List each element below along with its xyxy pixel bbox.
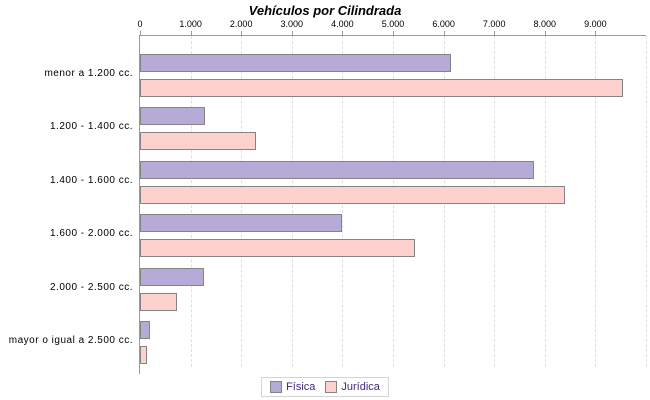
bar-juridica	[140, 293, 177, 311]
x-axis-tick-label: 9.000	[584, 19, 607, 29]
category-label: 1.200 - 1.400 cc.	[50, 121, 133, 132]
legend-box: Física Jurídica	[261, 377, 389, 397]
category-label: mayor o igual a 2.500 cc.	[8, 335, 133, 346]
bar-juridica	[140, 79, 623, 97]
bar-fisica	[140, 321, 150, 339]
x-axis-tick-label: 7.000	[482, 19, 506, 29]
gridline	[646, 36, 647, 367]
bar-juridica	[140, 239, 415, 257]
bar-fisica	[140, 268, 204, 286]
x-axis-tick-label: 3.000	[280, 19, 304, 29]
category-label: menor a 1.200 cc.	[44, 68, 133, 79]
legend-item-juridica: Jurídica	[325, 381, 380, 393]
category-label: 1.400 - 1.600 cc.	[50, 175, 133, 186]
plot-area: 0 1.000 2.000 3.000 4.000 5.000 6.000 7.000 8.00…	[137, 19, 647, 374]
x-axis-tick	[241, 31, 243, 36]
x-axis-tick	[342, 31, 344, 36]
bar-fisica	[140, 54, 451, 72]
x-axis-tick-label: 8.000	[533, 19, 557, 29]
bar-juridica	[140, 186, 565, 204]
legend-swatch-icon	[270, 381, 283, 393]
category-label: 1.600 - 2.000 cc.	[50, 228, 133, 239]
legend-item-fisica: Física	[270, 381, 315, 393]
x-axis-tick	[494, 31, 496, 36]
x-axis-tick-label: 6.000	[432, 19, 455, 29]
x-axis-tick	[595, 31, 597, 36]
legend: Física Jurídica	[0, 377, 650, 397]
x-axis-tick-label: 0	[137, 19, 143, 29]
x-axis-tick-label: 5.000	[381, 19, 405, 29]
legend-label: Jurídica	[341, 381, 380, 393]
x-axis-tick	[443, 31, 445, 36]
x-axis-tick	[393, 31, 394, 36]
x-axis-tick	[140, 31, 141, 36]
x-axis-tick	[190, 31, 192, 36]
x-axis-tick	[544, 31, 546, 36]
gridline	[595, 36, 597, 367]
bar-juridica	[140, 346, 147, 364]
x-axis-tick-label: 1.000	[179, 19, 202, 29]
category-label: 2.000 - 2.500 cc.	[50, 282, 133, 293]
x-axis-tick	[291, 31, 293, 36]
legend-label: Física	[286, 381, 316, 393]
chart-title: Vehículos por Cilindrada	[248, 3, 402, 18]
bar-juridica	[140, 132, 256, 150]
x-axis-tick-label: 4.000	[331, 19, 354, 29]
bar-fisica	[140, 214, 342, 232]
bar-fisica	[140, 161, 534, 179]
bar-fisica	[140, 107, 205, 125]
legend-swatch-icon	[325, 381, 338, 393]
x-axis-tick-label: 2.000	[229, 19, 253, 29]
